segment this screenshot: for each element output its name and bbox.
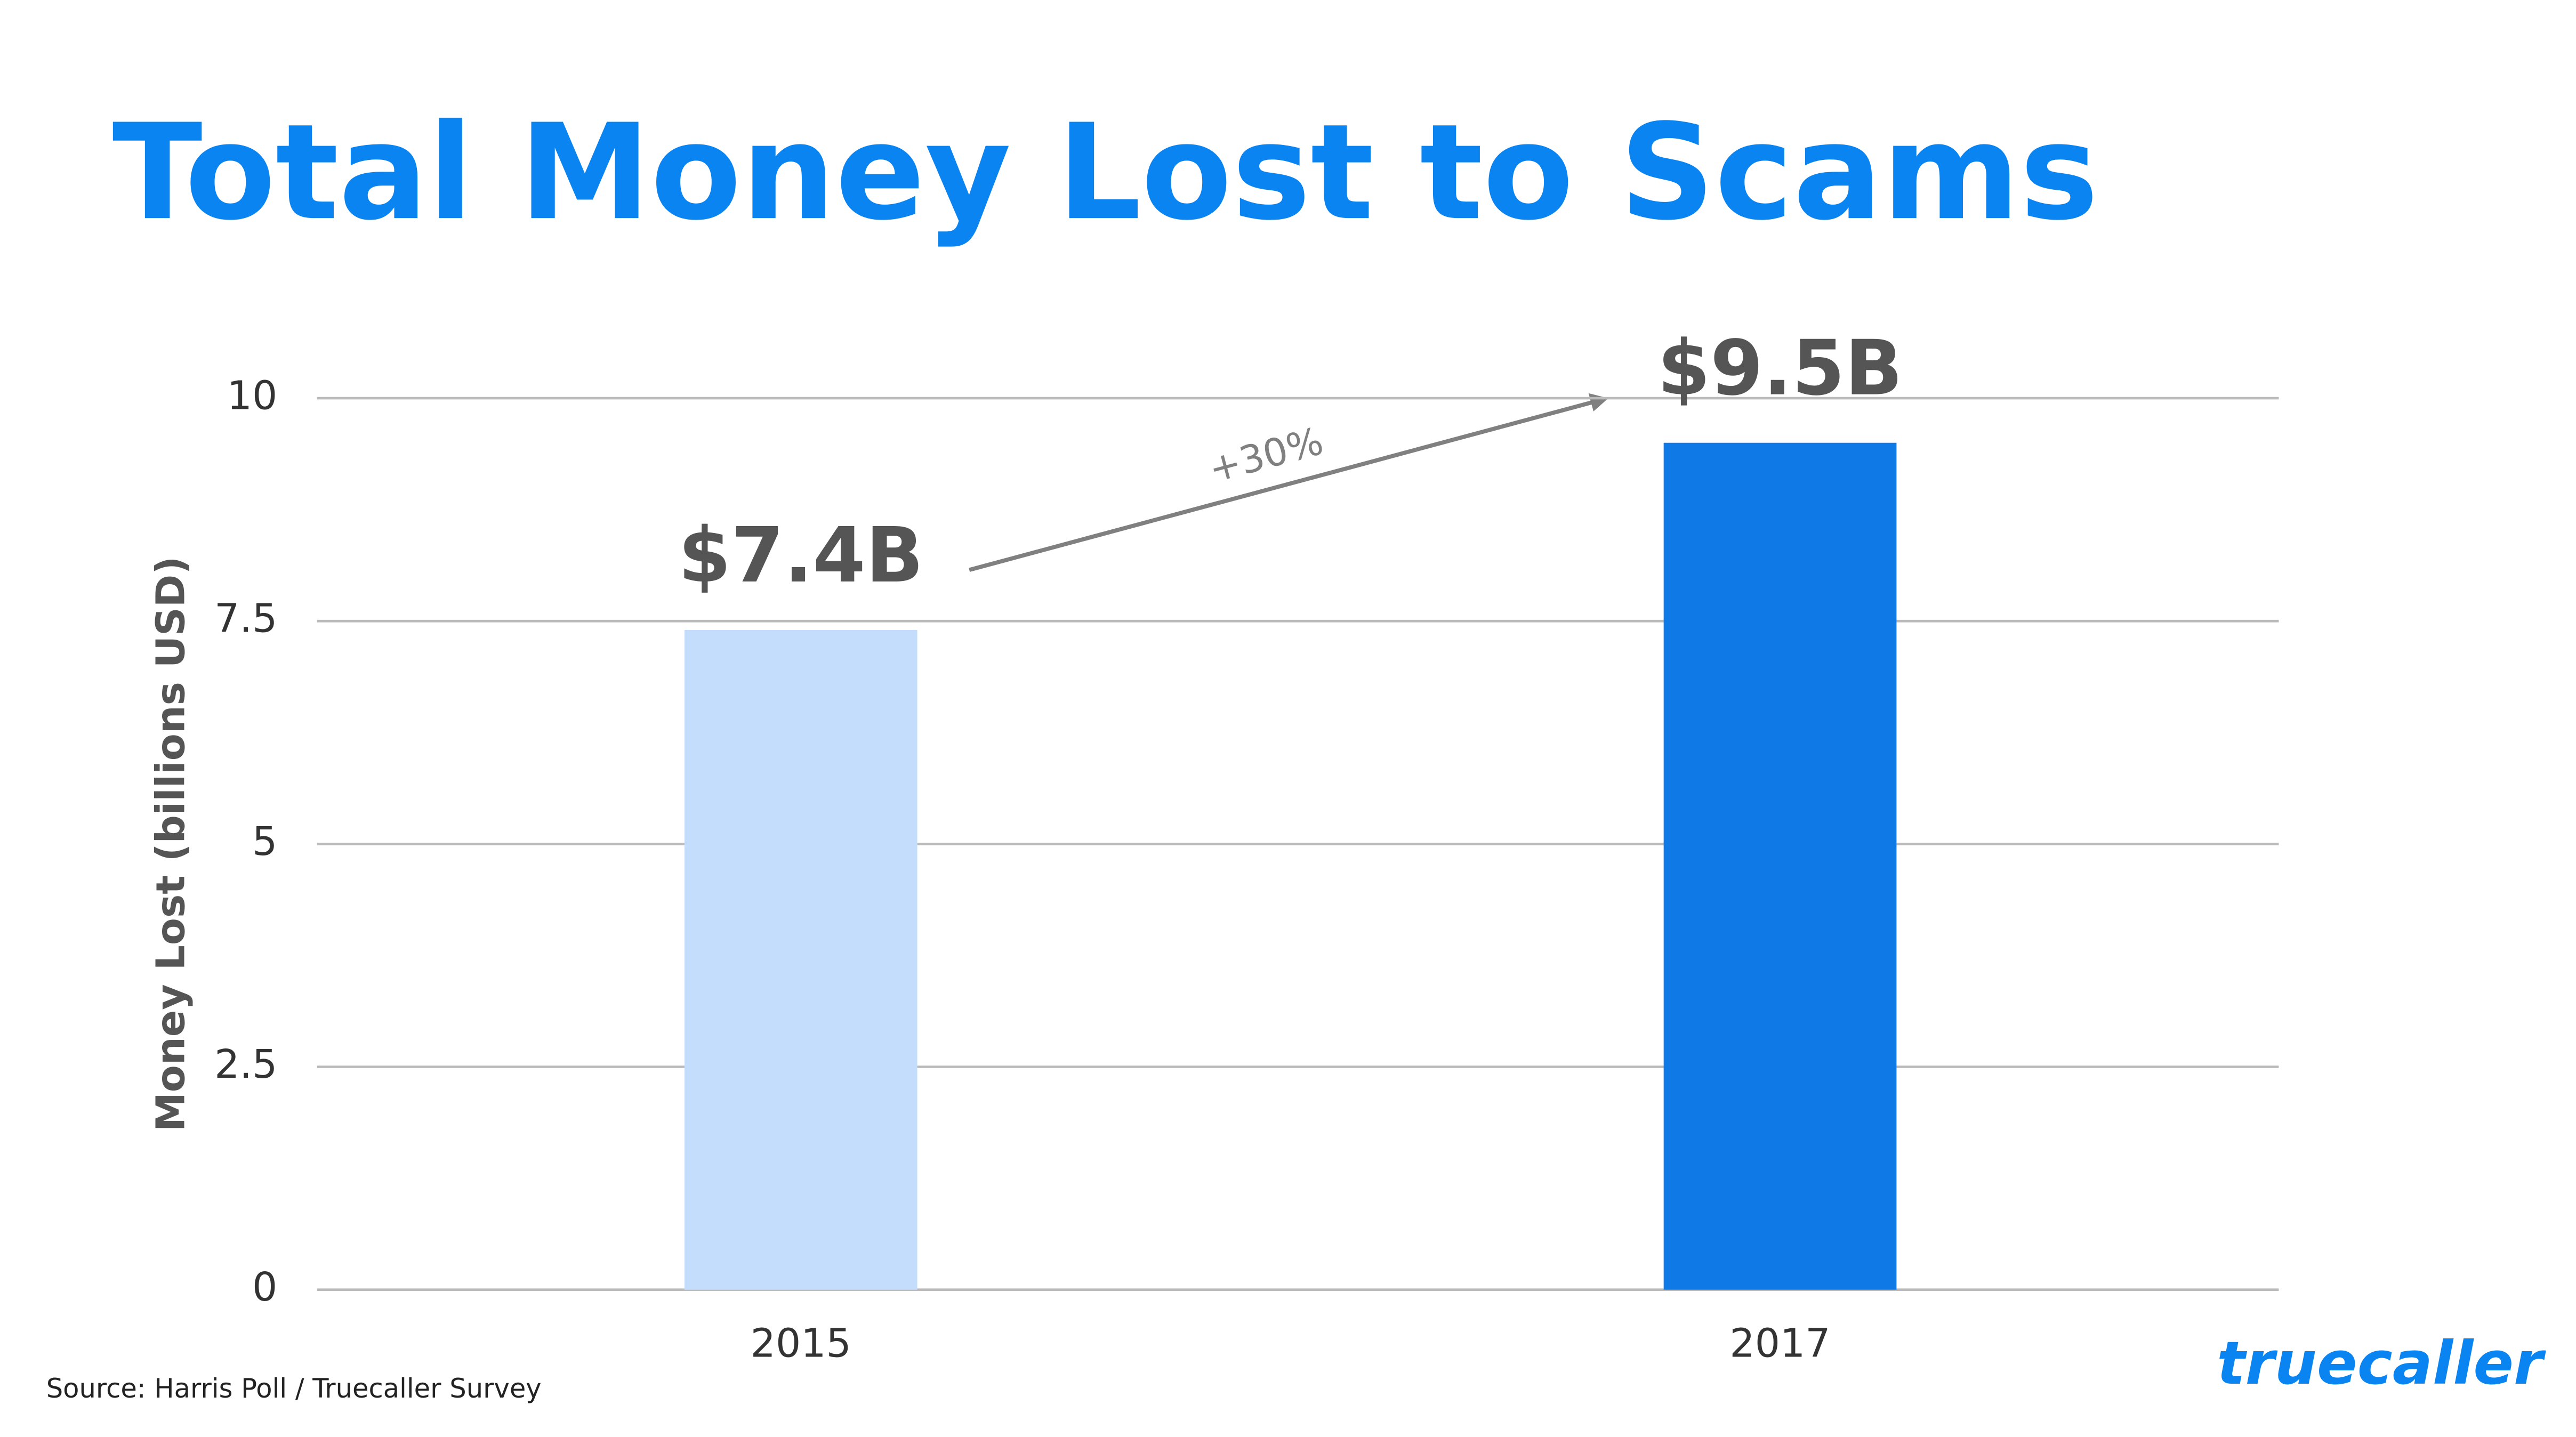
- x-tick-label: 2017: [1729, 1320, 1830, 1367]
- growth-arrow: [969, 399, 1596, 572]
- y-tick-label: 0: [252, 1264, 277, 1310]
- chart-title: Total Money Lost to Scams: [112, 96, 2099, 249]
- source-note: Source: Harris Poll / Truecaller Survey: [46, 1373, 542, 1404]
- y-axis-label: Money Lost (billions USD): [148, 556, 194, 1132]
- data-label: $9.5B: [1657, 324, 1903, 413]
- bar: [684, 629, 917, 1290]
- bar: [1663, 442, 1897, 1290]
- y-tick-label: 5: [252, 818, 277, 865]
- y-tick-label: 2.5: [214, 1041, 277, 1087]
- y-tick-label: 7.5: [214, 595, 277, 642]
- data-label: $7.4B: [678, 511, 923, 600]
- x-tick-label: 2015: [751, 1320, 851, 1367]
- logo: truecaller: [2217, 1329, 2546, 1398]
- y-tick-label: 10: [227, 373, 278, 419]
